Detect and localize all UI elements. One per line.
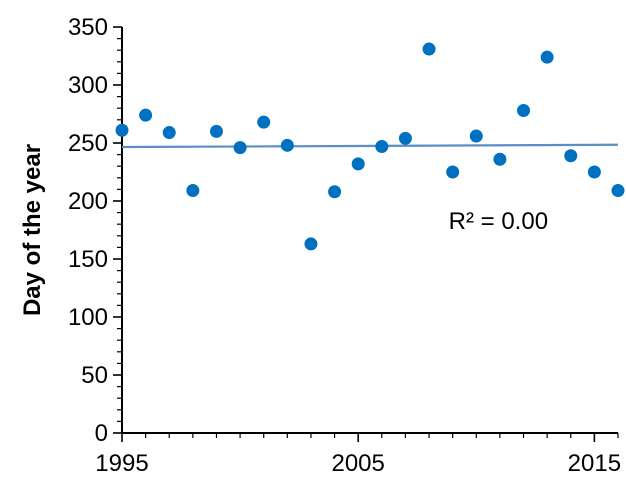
trendline-layer [121,143,619,149]
data-point [493,152,507,166]
data-point [446,165,460,179]
data-point [280,138,294,152]
data-point [398,131,412,145]
data-point [209,124,223,138]
trendline [121,143,619,149]
data-point [351,157,365,171]
data-point [540,50,554,64]
r-squared-annotation: R² = 0.00 [449,208,548,235]
data-point [587,165,601,179]
tick-labels: 0 50 100 150 200 250 300 350 1995 2005 2015 [68,14,621,477]
data-point [517,104,531,118]
data-point [304,237,318,251]
data-point [186,184,200,198]
data-point [257,115,271,129]
data-point [469,129,483,143]
data-point [422,42,436,56]
y-tick-label: 300 [68,72,108,99]
y-tick-label: 250 [68,130,108,157]
annotations: R² = 0.00 [449,208,548,235]
y-tick-label: 0 [95,420,108,447]
data-point [328,185,342,199]
data-point [611,184,625,198]
y-tick-label: 200 [68,188,108,215]
data-point [115,123,129,137]
data-points [115,42,625,251]
x-tick-label: 1995 [95,450,148,477]
data-point [564,149,578,163]
data-point [162,126,176,140]
y-tick-label: 150 [68,246,108,273]
y-axis-title: Day of the year [19,144,46,316]
data-point [233,141,247,155]
y-tick-label: 350 [68,14,108,41]
y-tick-label: 100 [68,304,108,331]
axis-ticks [113,26,619,442]
x-tick-label: 2015 [568,450,621,477]
y-tick-label: 50 [81,362,108,389]
data-point [139,108,153,122]
data-point [375,139,389,153]
x-tick-label: 2005 [331,450,384,477]
